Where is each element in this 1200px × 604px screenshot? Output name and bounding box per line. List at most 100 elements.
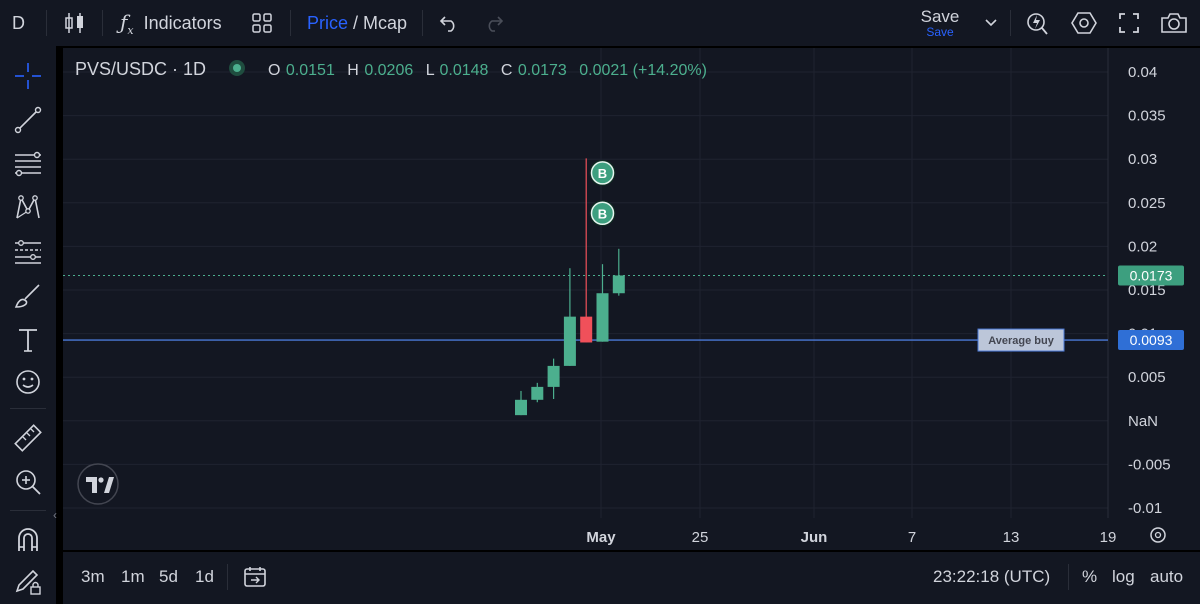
prediction-lines-icon xyxy=(15,240,41,264)
fib-tool[interactable] xyxy=(10,146,46,182)
range-1d-label: 1d xyxy=(195,567,214,586)
camera-icon xyxy=(1161,13,1187,33)
crosshair-tool[interactable] xyxy=(10,58,46,94)
divider xyxy=(10,408,46,409)
chart-area[interactable]: 0.040.0350.030.0250.020.0150.010.005NaN-… xyxy=(63,48,1200,550)
layouts-button[interactable] xyxy=(251,0,273,46)
redo-icon xyxy=(488,16,504,32)
save-button[interactable]: Save Save xyxy=(914,0,966,46)
percent-scale-button[interactable]: % xyxy=(1082,552,1097,602)
collapse-toolbar-arrow[interactable]: ‹ xyxy=(53,508,57,522)
range-3m-button[interactable]: 3m xyxy=(81,552,105,602)
settings-button[interactable] xyxy=(1071,0,1097,46)
range-1m-button[interactable]: 1m xyxy=(121,552,145,602)
price-mcap-toggle[interactable]: Price / Mcap xyxy=(307,0,407,46)
pattern-tool[interactable] xyxy=(10,190,46,226)
horizontal-lines-icon xyxy=(15,151,41,177)
candle-body[interactable] xyxy=(596,293,609,342)
average-buy-badge-bg xyxy=(1118,330,1184,351)
last-price-badge: 0.0173 xyxy=(1118,265,1184,286)
price-option[interactable]: Price xyxy=(307,12,349,33)
x-tick-label: 19 xyxy=(1100,529,1117,546)
candle-body[interactable] xyxy=(612,275,625,294)
auto-scale-button[interactable]: auto xyxy=(1150,552,1183,602)
x-tick-label: 13 xyxy=(1003,529,1020,546)
average-buy-badge-text: 0.0093 xyxy=(1130,332,1173,348)
magnet-icon xyxy=(18,528,38,551)
save-sub-label: Save xyxy=(926,24,954,39)
average-buy-text: Average buy xyxy=(988,335,1055,347)
hexagon-settings-icon xyxy=(1071,12,1097,34)
text-tool[interactable] xyxy=(10,322,46,358)
log-scale-button[interactable]: log xyxy=(1112,552,1135,602)
range-3m-label: 3m xyxy=(81,567,105,586)
mcap-option[interactable]: Mcap xyxy=(363,12,408,33)
calendar-range-icon xyxy=(244,567,266,587)
crosshair-icon xyxy=(15,63,41,89)
quick-search-button[interactable] xyxy=(1025,0,1049,46)
brush-icon xyxy=(14,284,40,308)
range-5d-label: 5d xyxy=(159,567,178,586)
indicators-button[interactable]: ƒx Indicators xyxy=(120,0,222,46)
text-icon xyxy=(19,329,37,352)
undo-icon xyxy=(439,16,455,32)
zoom-tool[interactable] xyxy=(10,464,46,500)
legend-high-value: 0.0206 xyxy=(364,62,413,79)
lock-drawings-tool[interactable] xyxy=(10,564,46,600)
trend-line-tool[interactable] xyxy=(10,102,46,138)
screenshot-button[interactable] xyxy=(1160,0,1188,46)
divider xyxy=(1010,10,1011,36)
forecast-tool[interactable] xyxy=(10,234,46,270)
fullscreen-button[interactable] xyxy=(1118,0,1140,46)
buy-marker[interactable]: B xyxy=(589,159,616,186)
log-label: log xyxy=(1112,567,1135,586)
chart-type-button[interactable] xyxy=(64,0,86,46)
fullscreen-icon xyxy=(1119,13,1139,33)
trend-line-icon xyxy=(14,106,42,134)
buy-marker[interactable]: B xyxy=(589,200,616,227)
emoji-tool[interactable] xyxy=(10,364,46,400)
range-5d-button[interactable]: 5d xyxy=(159,552,178,602)
ruler-icon xyxy=(14,424,42,452)
candle-body[interactable] xyxy=(515,399,527,416)
range-1d-button[interactable]: 1d xyxy=(195,552,214,602)
xabcd-pattern-icon xyxy=(16,195,40,219)
candle-body[interactable] xyxy=(531,386,544,400)
average-buy-label: Average buy xyxy=(977,328,1065,352)
y-tick-label: 0.035 xyxy=(1128,108,1166,125)
divider xyxy=(290,10,291,36)
buy-marker-text: B xyxy=(598,206,607,221)
save-menu-button[interactable] xyxy=(984,0,998,46)
redo-button[interactable] xyxy=(483,0,505,46)
legend-open-value: 0.0151 xyxy=(286,62,335,79)
brush-tool[interactable] xyxy=(10,278,46,314)
timezone-button[interactable]: 23:22:18 (UTC) xyxy=(933,552,1050,602)
pencil-lock-icon xyxy=(15,569,41,595)
legend-close-label: C xyxy=(501,62,513,79)
fx-icon: ƒx xyxy=(120,9,134,37)
axis-settings-button[interactable] xyxy=(1150,527,1166,543)
y-tick-label: 0.025 xyxy=(1128,195,1166,212)
last-price-badge-text: 0.0173 xyxy=(1130,267,1173,283)
price-chart[interactable]: 0.040.0350.030.0250.020.0150.010.005NaN-… xyxy=(63,48,1200,550)
x-tick-label: 25 xyxy=(692,529,709,546)
chevron-down-icon xyxy=(985,19,997,27)
go-to-date-button[interactable] xyxy=(243,552,267,602)
symbol-button[interactable]: D xyxy=(12,0,25,46)
x-tick-label: 7 xyxy=(908,529,916,546)
divider xyxy=(422,10,423,36)
tradingview-logo[interactable] xyxy=(77,463,119,505)
x-tick-label: Jun xyxy=(801,529,828,546)
candle-body[interactable] xyxy=(580,316,593,343)
candle-body[interactable] xyxy=(547,365,560,387)
y-tick-label: NaN xyxy=(1128,413,1158,430)
percent-label: % xyxy=(1082,567,1098,586)
candle-body[interactable] xyxy=(563,316,576,366)
measure-tool[interactable] xyxy=(10,420,46,456)
buy-marker-dot xyxy=(590,161,615,185)
bottom-toolbar: 3m 1m 5d 1d 23:22:18 (UTC) % log auto xyxy=(63,552,1200,604)
magnet-tool[interactable] xyxy=(10,522,46,558)
legend-high-label: H xyxy=(347,62,359,79)
y-tick-label: 0.04 xyxy=(1128,64,1157,81)
undo-button[interactable] xyxy=(438,0,460,46)
